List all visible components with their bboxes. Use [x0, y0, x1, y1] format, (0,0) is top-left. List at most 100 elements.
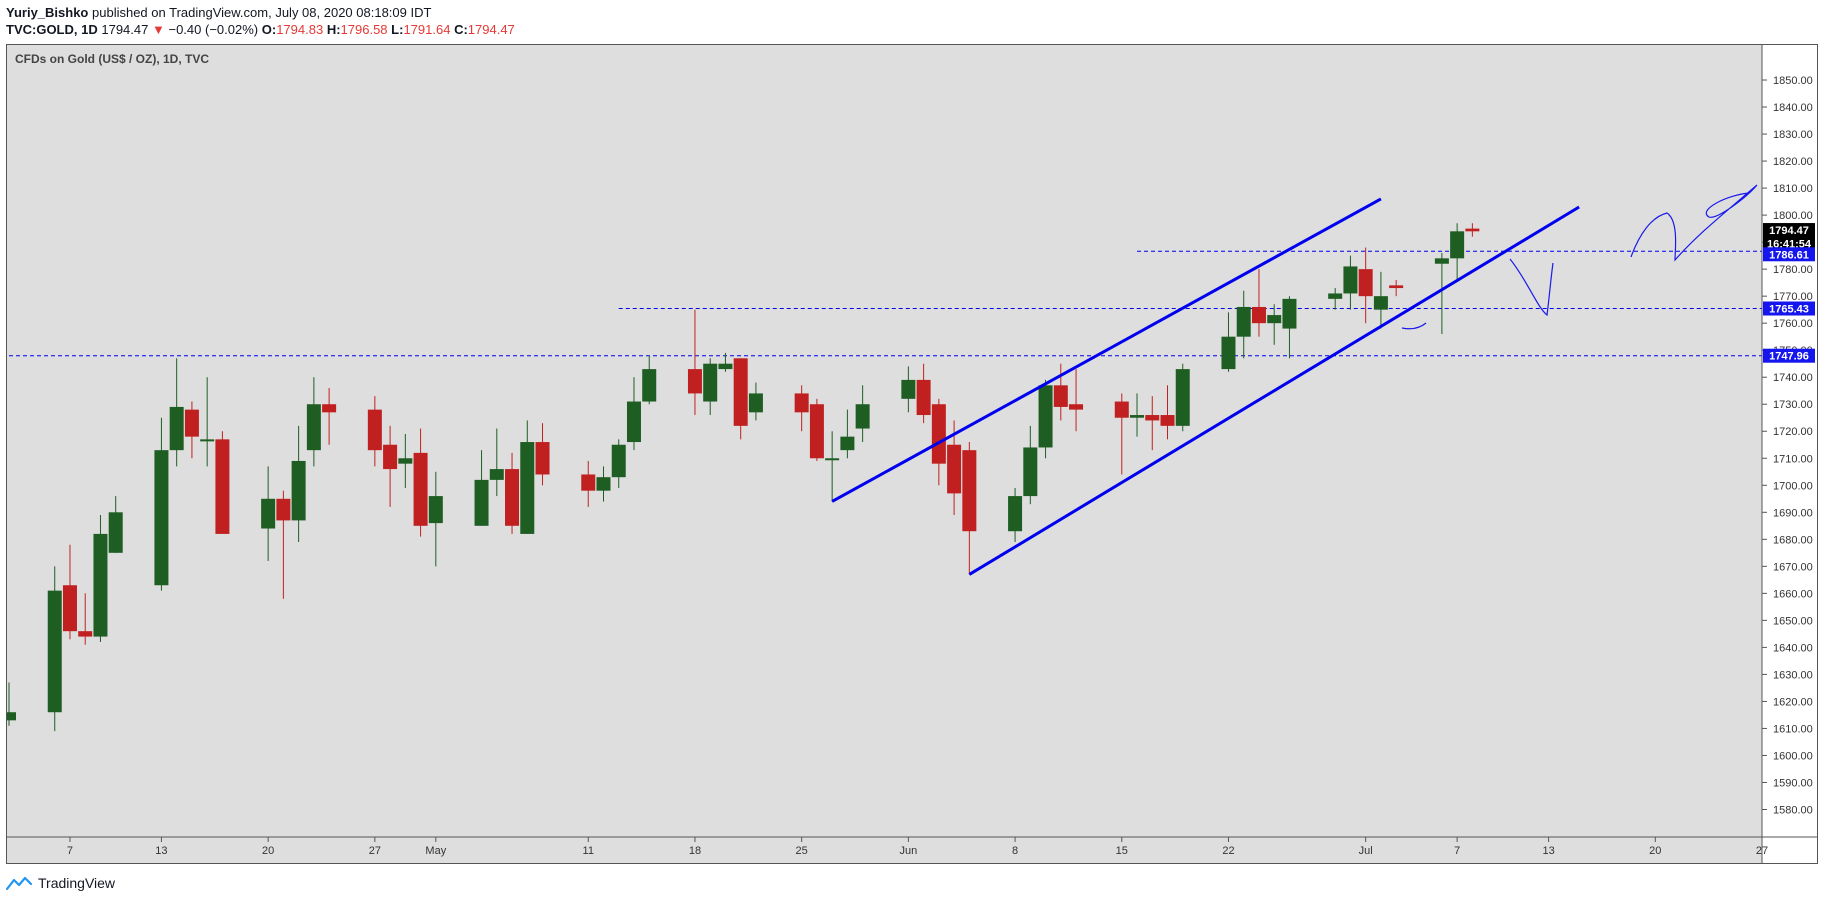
trend-line[interactable]: [968, 205, 1580, 576]
candle[interactable]: [1023, 425, 1038, 505]
candle[interactable]: [383, 425, 398, 507]
candle[interactable]: [184, 401, 199, 459]
candle[interactable]: [1236, 290, 1251, 359]
candle[interactable]: [1282, 296, 1297, 359]
x-tick-label: 15: [1116, 845, 1128, 857]
candle-body: [306, 404, 321, 451]
candle[interactable]: [215, 431, 230, 534]
x-tick-label: 7: [67, 845, 73, 857]
candle[interactable]: [2, 682, 16, 726]
candle[interactable]: [1343, 255, 1358, 310]
candle-body: [276, 498, 291, 521]
candle[interactable]: [62, 544, 77, 640]
candle[interactable]: [108, 496, 123, 553]
candle[interactable]: [78, 593, 93, 645]
candle[interactable]: [916, 363, 931, 424]
candle[interactable]: [1069, 369, 1084, 432]
chart-frame[interactable]: CFDs on Gold (US$ / OZ), 1D, TVC 1580.00…: [0, 44, 1818, 864]
candle[interactable]: [169, 358, 184, 467]
candle[interactable]: [1038, 379, 1053, 459]
candle[interactable]: [1145, 396, 1160, 451]
candle[interactable]: [1373, 271, 1388, 329]
candle[interactable]: [1328, 288, 1343, 310]
candle[interactable]: [718, 352, 733, 372]
candle[interactable]: [626, 377, 641, 451]
x-tick-label: 20: [1649, 845, 1661, 857]
candle[interactable]: [535, 423, 550, 486]
candle-body: [1236, 306, 1251, 337]
tradingview-brand[interactable]: TradingView: [38, 875, 116, 891]
candle[interactable]: [154, 417, 169, 591]
candle[interactable]: [794, 385, 809, 432]
candle[interactable]: [505, 452, 520, 534]
candle-body: [78, 631, 93, 637]
candle[interactable]: [1450, 223, 1465, 280]
candle[interactable]: [413, 428, 428, 537]
candle[interactable]: [1114, 393, 1129, 475]
candle[interactable]: [901, 366, 916, 413]
candle[interactable]: [291, 425, 306, 543]
candle[interactable]: [520, 420, 535, 534]
candle-body: [1053, 385, 1068, 407]
candle[interactable]: [809, 398, 824, 461]
candle-body: [1328, 293, 1343, 299]
candle[interactable]: [748, 382, 763, 421]
trend-line[interactable]: [831, 197, 1382, 503]
y-tick-label: 1630.00: [1773, 669, 1813, 681]
candle[interactable]: [398, 433, 413, 488]
candle[interactable]: [47, 566, 62, 732]
candle[interactable]: [855, 385, 870, 443]
candle[interactable]: [1175, 363, 1190, 432]
y-tick-label: 1710.00: [1773, 453, 1813, 465]
price-label-text: 1765.43: [1769, 304, 1809, 316]
candle[interactable]: [1130, 393, 1145, 437]
candle[interactable]: [322, 388, 337, 445]
candle[interactable]: [428, 471, 443, 567]
candle[interactable]: [200, 377, 215, 467]
candle[interactable]: [962, 442, 977, 575]
candle[interactable]: [642, 355, 657, 405]
y-tick-label: 1670.00: [1773, 561, 1813, 573]
candle[interactable]: [474, 450, 489, 526]
candle-body: [535, 442, 550, 475]
candle[interactable]: [489, 428, 504, 497]
candle[interactable]: [1358, 247, 1373, 324]
candle[interactable]: [276, 490, 291, 599]
candle[interactable]: [1465, 223, 1480, 237]
candle-body: [1023, 447, 1038, 497]
candle-body: [1450, 231, 1465, 259]
candle[interactable]: [733, 358, 748, 440]
candle-body: [291, 460, 306, 521]
candle-body: [505, 469, 520, 526]
candle[interactable]: [1053, 363, 1068, 421]
open-label: O:: [261, 22, 277, 37]
candle[interactable]: [367, 396, 382, 467]
candle[interactable]: [93, 515, 108, 642]
candle[interactable]: [687, 309, 702, 416]
candle[interactable]: [1008, 487, 1023, 543]
candle-body: [398, 458, 413, 464]
author-name[interactable]: Yuriy_Bishko: [6, 5, 89, 20]
tradingview-logo-icon[interactable]: [6, 876, 32, 890]
candle[interactable]: [1389, 279, 1404, 297]
candle[interactable]: [947, 420, 962, 515]
candle[interactable]: [1251, 269, 1266, 337]
y-tick-label: 1690.00: [1773, 507, 1813, 519]
candle[interactable]: [1221, 312, 1236, 372]
candle[interactable]: [581, 460, 596, 507]
y-tick-label: 1730.00: [1773, 399, 1813, 411]
candle[interactable]: [1267, 304, 1282, 345]
price-label-text: 1786.61: [1769, 249, 1809, 261]
candlestick-chart[interactable]: CFDs on Gold (US$ / OZ), 1D, TVC 1580.00…: [0, 45, 1817, 863]
candle[interactable]: [261, 466, 276, 561]
candle[interactable]: [1160, 385, 1175, 440]
candle[interactable]: [306, 377, 321, 467]
candle[interactable]: [840, 409, 855, 459]
candle[interactable]: [611, 439, 626, 488]
candle[interactable]: [703, 358, 718, 416]
candle[interactable]: [596, 466, 611, 502]
candle[interactable]: [825, 431, 840, 502]
plot-background: [7, 45, 1762, 863]
candle[interactable]: [1434, 252, 1449, 334]
candle-body: [840, 436, 855, 451]
